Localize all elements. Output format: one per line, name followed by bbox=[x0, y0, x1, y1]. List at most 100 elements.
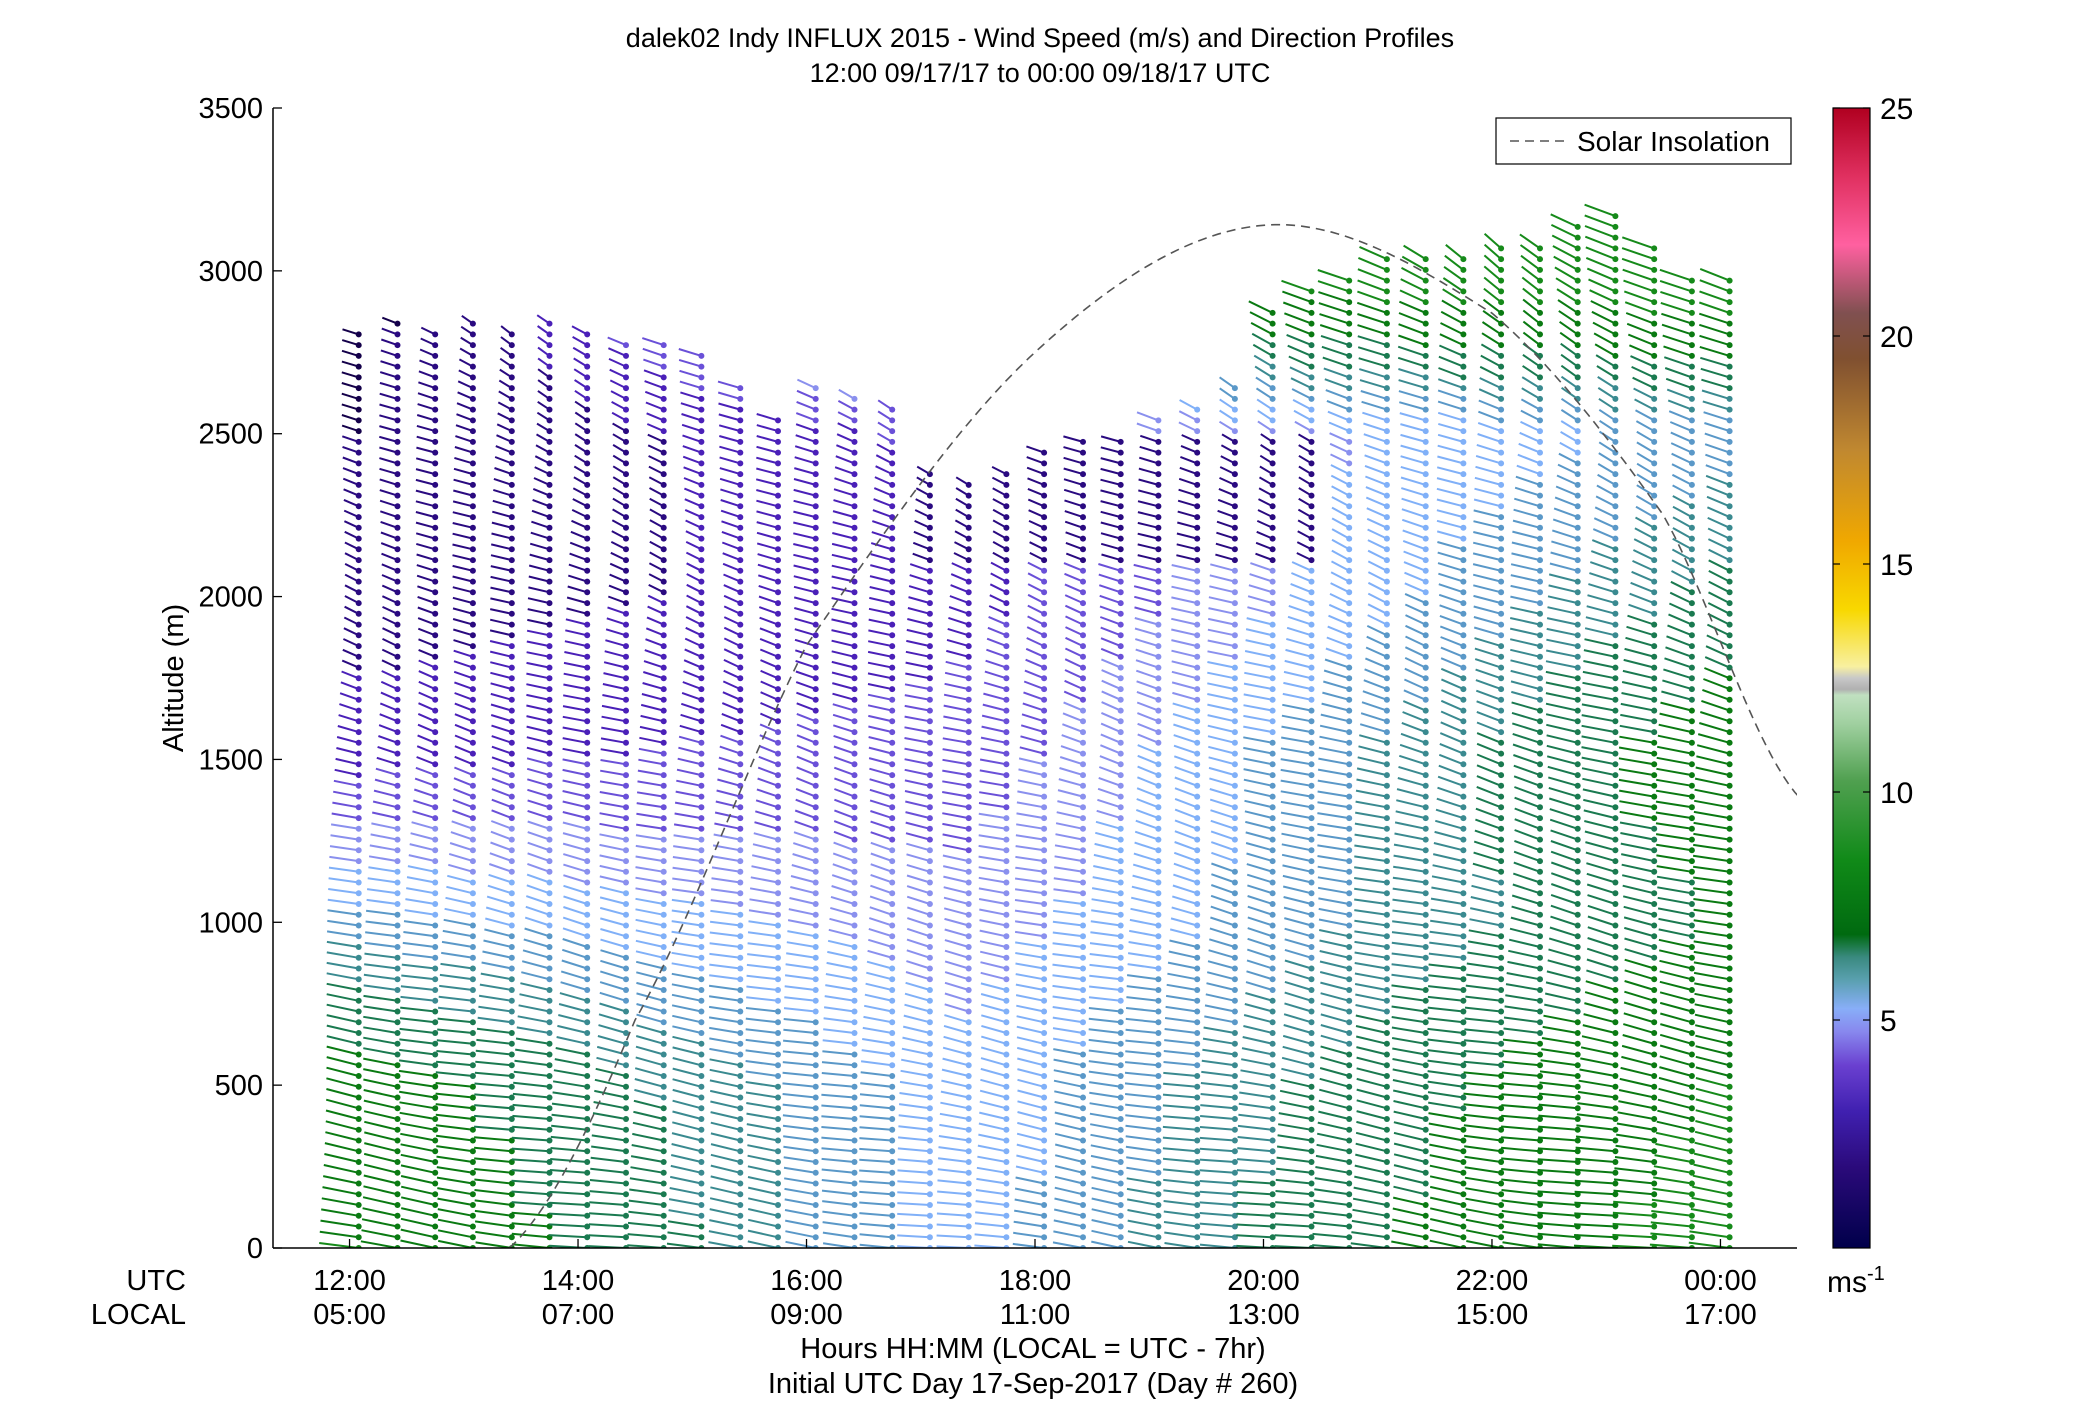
wind-barb-point bbox=[1155, 600, 1162, 607]
wind-barb-point bbox=[889, 557, 896, 564]
wind-barb-point bbox=[394, 524, 401, 531]
wind-barb bbox=[1199, 1169, 1235, 1174]
wind-barb-point bbox=[508, 879, 515, 886]
wind-barb-point bbox=[1117, 675, 1124, 682]
wind-barb-point bbox=[926, 686, 933, 693]
wind-barb bbox=[635, 844, 664, 852]
wind-barb-point bbox=[812, 1191, 819, 1198]
wind-barb-point bbox=[1308, 1051, 1315, 1058]
wind-barb-point bbox=[469, 1116, 476, 1122]
wind-barb bbox=[416, 564, 436, 572]
wind-barb-point bbox=[584, 395, 591, 402]
wind-barb-point bbox=[432, 686, 439, 693]
wind-barb bbox=[1013, 1220, 1045, 1228]
wind-barb bbox=[1052, 942, 1084, 948]
wind-barb-point bbox=[1194, 1062, 1201, 1069]
wind-barb-point bbox=[1346, 772, 1353, 779]
wind-barb-point bbox=[508, 492, 515, 499]
wind-barb-point bbox=[508, 911, 515, 918]
wind-barb bbox=[1393, 1174, 1426, 1185]
wind-barb-point bbox=[1041, 997, 1048, 1004]
wind-barb-point bbox=[469, 976, 476, 983]
wind-barb bbox=[1437, 433, 1464, 443]
wind-barb bbox=[1124, 1071, 1159, 1077]
wind-barb-point bbox=[965, 1105, 972, 1112]
wind-barb-point bbox=[584, 1212, 591, 1219]
wind-barb-point bbox=[432, 858, 439, 865]
wind-barb bbox=[745, 1017, 779, 1024]
wind-barb bbox=[714, 822, 741, 830]
wind-barb bbox=[336, 747, 359, 755]
wind-barb-point bbox=[1041, 686, 1048, 693]
wind-barb bbox=[1240, 1069, 1273, 1077]
wind-barb-point bbox=[926, 1191, 933, 1198]
wind-barb bbox=[556, 1036, 588, 1045]
wind-barb bbox=[1331, 560, 1350, 572]
wind-barb-point bbox=[546, 1030, 553, 1036]
wind-barb-point bbox=[775, 621, 781, 628]
wind-barb-point bbox=[469, 621, 476, 628]
wind-barb-point bbox=[355, 374, 362, 381]
wind-barb-point bbox=[1308, 546, 1315, 553]
wind-barb bbox=[1134, 830, 1159, 841]
wind-barb bbox=[1171, 670, 1198, 680]
wind-barb bbox=[795, 423, 817, 433]
wind-barb-point bbox=[355, 1019, 362, 1026]
wind-barb-point bbox=[1383, 1062, 1390, 1069]
wind-barb-point bbox=[737, 1105, 744, 1112]
wind-barb-point bbox=[1346, 675, 1353, 682]
wind-barb bbox=[562, 821, 588, 830]
wind-barb-point bbox=[1422, 471, 1429, 478]
wind-barb bbox=[398, 1069, 436, 1077]
wind-barb-point bbox=[926, 836, 933, 843]
wind-barb-point bbox=[1383, 610, 1390, 617]
wind-barb-point bbox=[698, 589, 705, 596]
wind-barb-point bbox=[1308, 686, 1315, 693]
wind-barb-point bbox=[584, 1030, 591, 1036]
wind-barb-point bbox=[737, 664, 744, 671]
wind-barb bbox=[484, 928, 513, 938]
wind-barb-point bbox=[698, 406, 705, 413]
wind-barb-point bbox=[965, 965, 972, 972]
wind-barb-point bbox=[889, 782, 896, 789]
wind-barb-point bbox=[355, 815, 362, 822]
wind-barb-point bbox=[965, 567, 972, 574]
wind-barb-point bbox=[1460, 1159, 1467, 1165]
wind-barb-point bbox=[926, 922, 933, 929]
wind-barb bbox=[909, 574, 931, 583]
wind-barb-point bbox=[1080, 858, 1086, 865]
wind-barb bbox=[437, 1028, 473, 1034]
wind-barb-point bbox=[584, 1202, 591, 1208]
wind-barb-point bbox=[1194, 1137, 1201, 1144]
wind-barb-point bbox=[1117, 1126, 1124, 1133]
wind-barb-point bbox=[1460, 707, 1467, 714]
wind-barb bbox=[832, 682, 855, 691]
wind-barb-point bbox=[1041, 1019, 1048, 1026]
wind-barb bbox=[1248, 300, 1274, 314]
wind-barb-point bbox=[1231, 696, 1238, 703]
wind-barb-point bbox=[889, 1148, 896, 1155]
wind-barb-point bbox=[660, 1008, 667, 1015]
wind-barb-point bbox=[1155, 987, 1162, 993]
wind-barb bbox=[1129, 918, 1159, 927]
wind-barb bbox=[717, 767, 741, 777]
wind-barb bbox=[1440, 678, 1464, 691]
wind-barb-point bbox=[698, 557, 705, 564]
wind-barb bbox=[363, 1152, 398, 1163]
wind-barb bbox=[1210, 563, 1236, 572]
wind-barb bbox=[942, 801, 969, 809]
wind-barb-point bbox=[1383, 438, 1390, 445]
wind-barb-point bbox=[584, 1137, 591, 1144]
wind-barb bbox=[904, 758, 931, 766]
wind-barb-point bbox=[432, 589, 439, 596]
wind-barb-point bbox=[1041, 632, 1048, 639]
wind-barb bbox=[415, 766, 436, 777]
wind-barb bbox=[834, 798, 855, 809]
wind-barb bbox=[1280, 758, 1312, 766]
wind-barb-point bbox=[1041, 1234, 1048, 1241]
wind-barb bbox=[1089, 974, 1121, 981]
wind-barb-point bbox=[1269, 761, 1276, 768]
wind-barb-point bbox=[1383, 1212, 1390, 1219]
wind-barb bbox=[479, 983, 512, 991]
wind-barb-point bbox=[469, 825, 476, 832]
